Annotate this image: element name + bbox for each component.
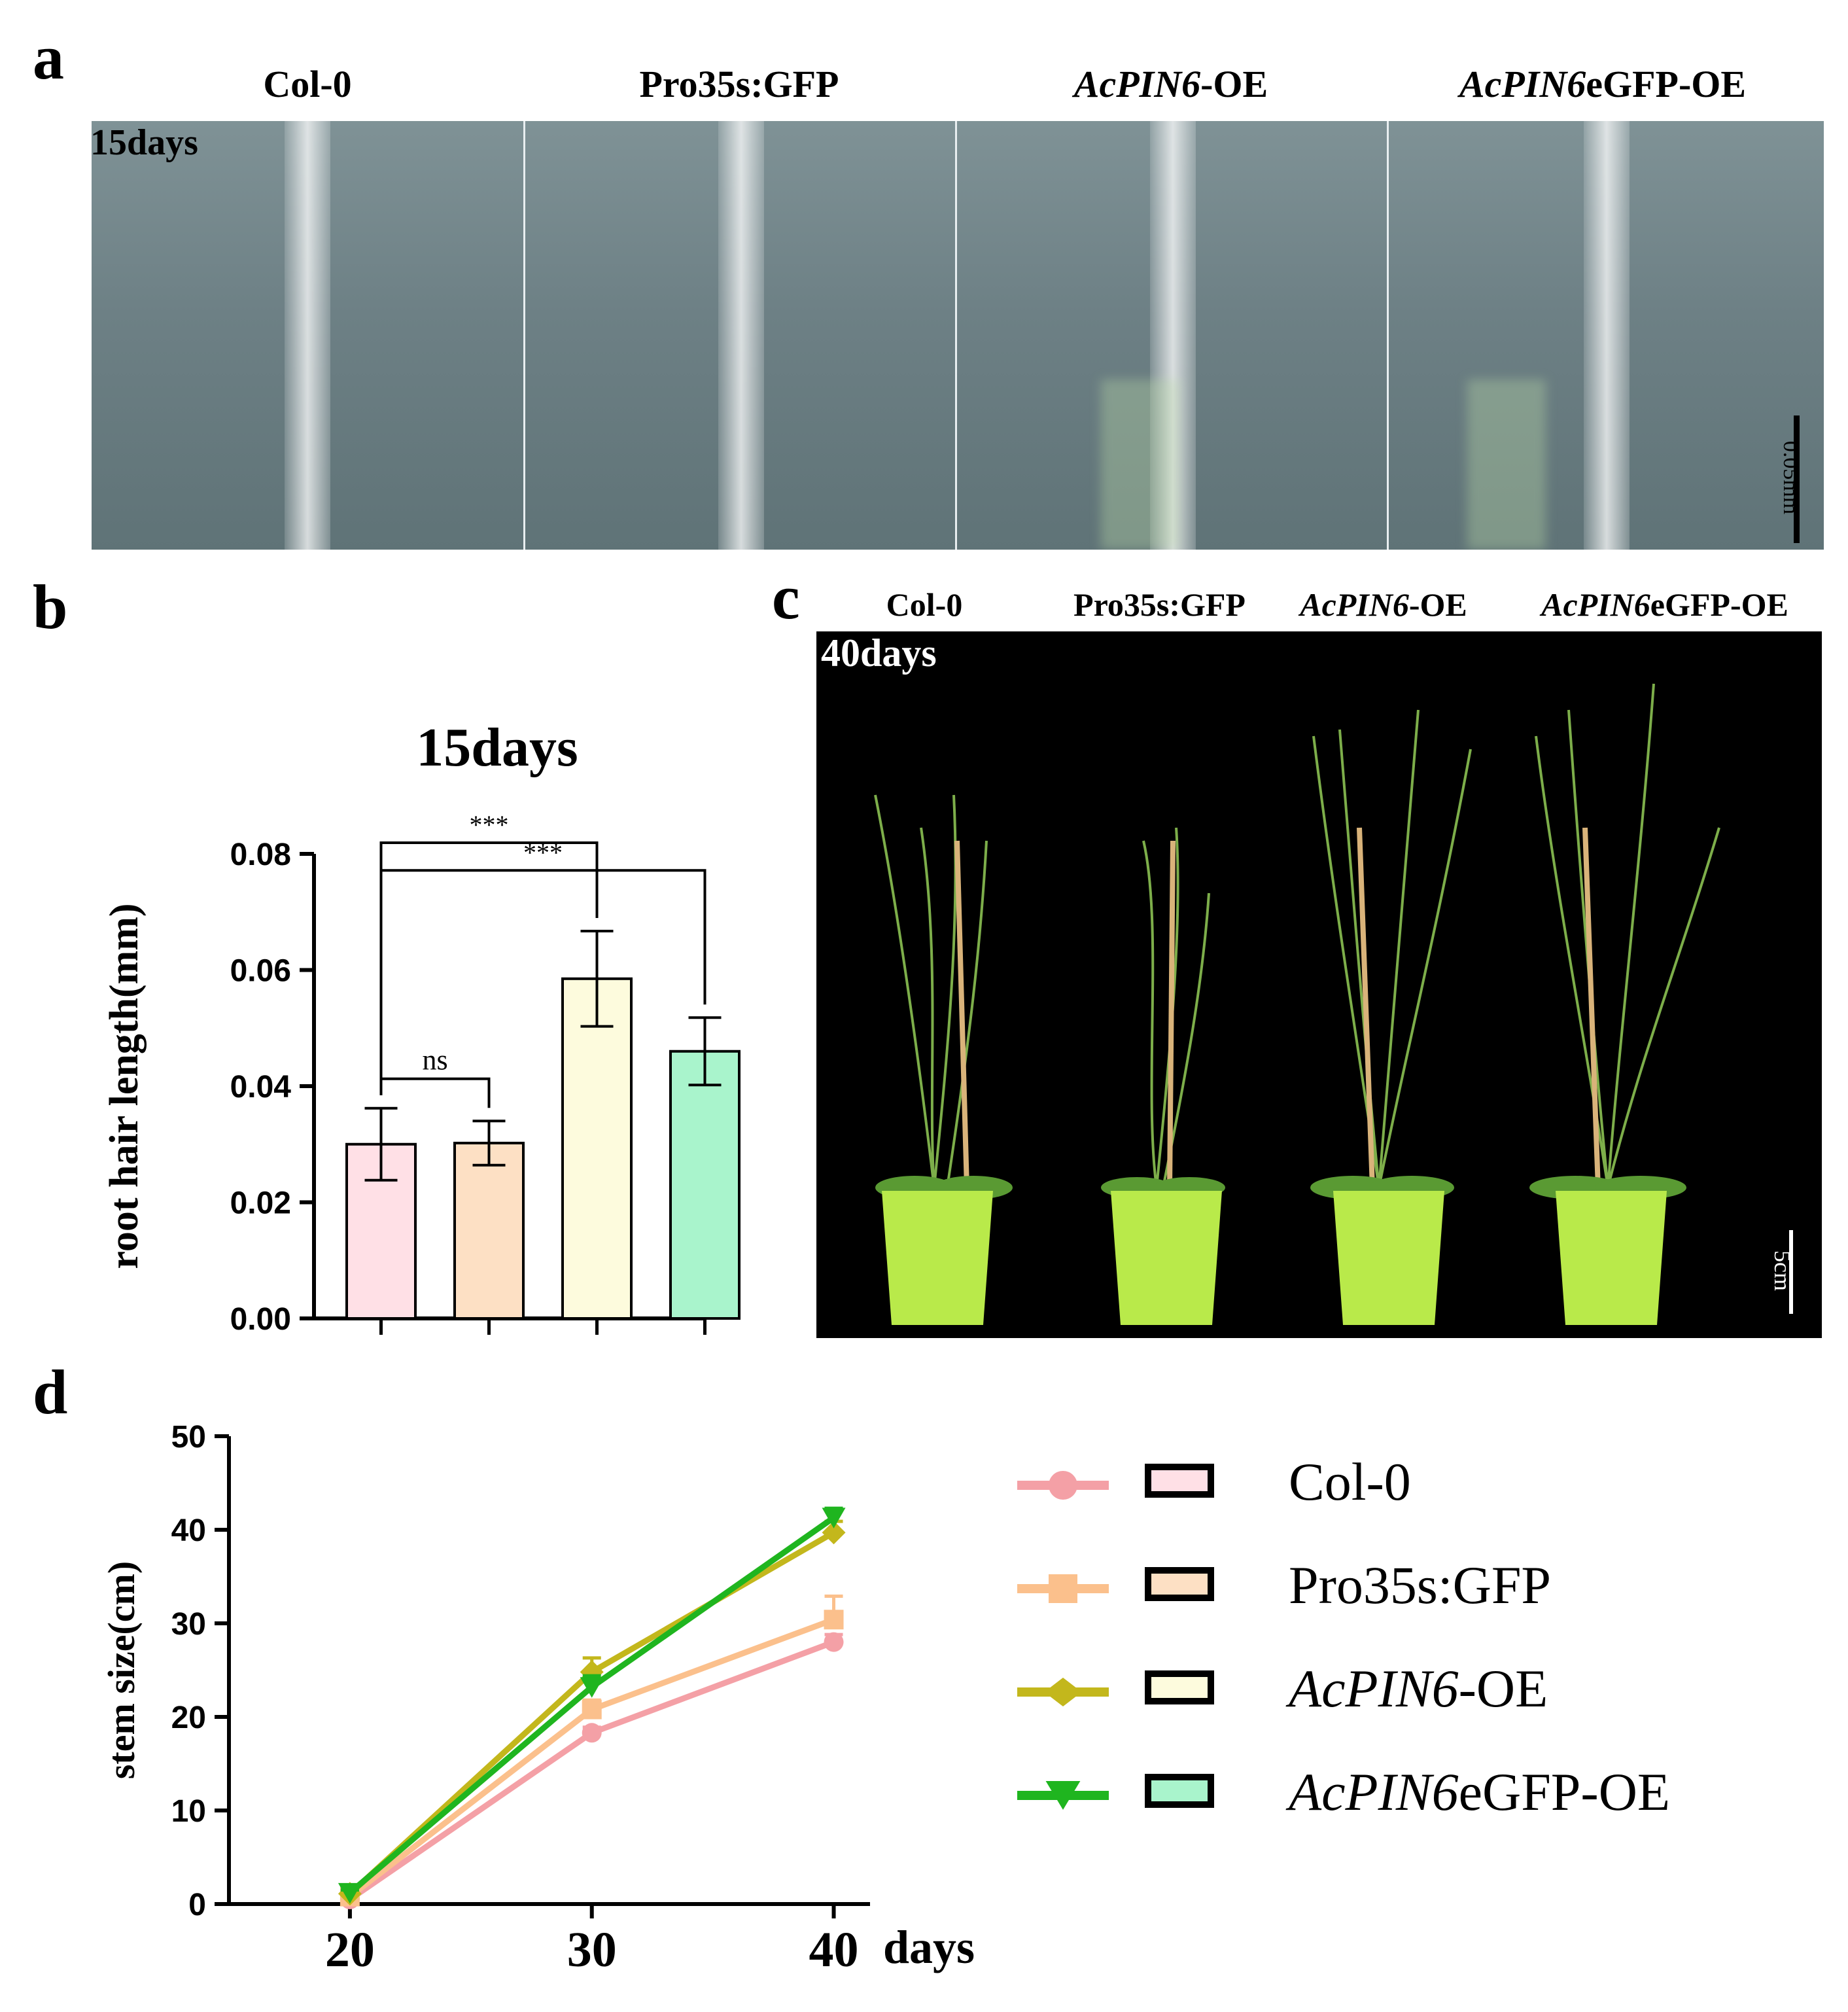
chart-b-y-tick-label: 0.04 — [230, 1070, 292, 1104]
chart-d-xlabel: days — [883, 1921, 975, 1973]
legend: Col-0 Pro35s:GFP AcPIN6-OE AcPIN6eGFP-OE — [1014, 1449, 1799, 1868]
significance-bracket — [379, 1077, 491, 1108]
chart-d-y-tick-label: 20 — [171, 1701, 206, 1735]
plant-col0 — [874, 794, 988, 1188]
panel-c-label-4: AcPIN6eGFP-OE — [1541, 586, 1788, 623]
legend-label: Col-0 — [1289, 1449, 1411, 1515]
legend-bar-swatch — [1145, 1774, 1214, 1808]
stem-size-line-chart: stem size(cm) days 0 10 20 30 40 50 20 30 40 — [100, 1420, 975, 1977]
legend-label-plain: eGFP-OE — [1458, 1762, 1671, 1822]
chart-d-y-tick-label: 30 — [171, 1607, 206, 1642]
chart-d-x-tick-label: 20 — [325, 1922, 375, 1977]
legend-item: AcPIN6-OE — [1014, 1656, 1799, 1728]
point-acpin6egfp-oe — [822, 1508, 846, 1528]
point-col-0 — [824, 1632, 844, 1652]
root-hair-bar-chart: 15days root hair length(mm) 0.00 0.02 0.04 0.… — [102, 717, 741, 1337]
panel-b-letter: b — [33, 572, 68, 642]
point-pro35s-gfp — [582, 1699, 602, 1720]
chart-d-x-tick-label: 30 — [567, 1922, 617, 1977]
panel-c-label-3: AcPIN6-OE — [1300, 586, 1467, 623]
legend-label-italic: AcPIN6 — [1289, 1762, 1459, 1822]
plant-illustration — [874, 683, 1720, 1325]
significance-label: *** — [470, 810, 509, 839]
chart-b-y-tick-label: 0.00 — [230, 1302, 291, 1337]
bar-acpin6-oe — [561, 977, 633, 1320]
legend-marker — [1045, 1781, 1081, 1810]
point-pro35s-gfp — [824, 1610, 844, 1630]
chart-b-y-tick-label: 0.02 — [230, 1186, 291, 1221]
significance-label: ns — [422, 1044, 447, 1076]
chart-b-title: 15days — [416, 717, 578, 778]
point-col-0 — [582, 1723, 602, 1743]
plant-photo — [816, 631, 1822, 1338]
plant-acpin6-oe — [1312, 709, 1472, 1188]
legend-label: Pro35s:GFP — [1289, 1553, 1551, 1618]
plant-pro35s-gfp — [1142, 827, 1210, 1188]
legend-label: AcPIN6-OE — [1289, 1656, 1548, 1721]
panel-c-letter: c — [772, 562, 800, 632]
series-acpin6egfp-oe — [338, 1506, 846, 1904]
point-acpin6egfp-oe — [580, 1677, 604, 1698]
legend-line-swatch — [1017, 1471, 1109, 1500]
bar-pro35s-gfp — [453, 1141, 525, 1320]
chart-d-ylabel: stem size(cm) — [100, 1561, 143, 1779]
series-pro35s-gfp — [340, 1595, 844, 1907]
legend-bar-swatch — [1145, 1567, 1214, 1601]
chart-d-y-tick-label: 50 — [171, 1420, 206, 1455]
legend-item: AcPIN6eGFP-OE — [1014, 1759, 1799, 1831]
chart-d-y-tick-label: 0 — [188, 1888, 206, 1922]
legend-label-italic: AcPIN6 — [1289, 1659, 1459, 1718]
root-hair-photo-acpin6-oe — [955, 121, 1389, 550]
root-hair-photo-col0 — [92, 121, 523, 550]
panel-a-days-tag: 15days — [90, 122, 198, 163]
legend-bar-swatch — [1145, 1464, 1214, 1498]
point-acpin6-oe — [822, 1521, 846, 1545]
panel-c-scale-label: 5cm — [1770, 1250, 1796, 1291]
chart-d-y-tick-label: 10 — [171, 1794, 206, 1829]
plant-pots — [882, 1191, 1667, 1325]
root-hair-photo-pro35s-gfp — [523, 121, 957, 550]
significance-bracket — [379, 869, 706, 1095]
legend-marker — [1049, 1574, 1077, 1603]
chart-b-ylabel: root hair length(mm) — [102, 903, 147, 1269]
plant-acpin6egfp-oe — [1535, 683, 1720, 1188]
panel-d-letter: d — [33, 1357, 68, 1427]
chart-b-y-tick-label: 0.08 — [230, 838, 291, 872]
root-hair-photo-acpin6egfp-oe — [1387, 121, 1824, 550]
panel-a-scale-label: 0.05mm — [1779, 440, 1803, 515]
point-acpin6egfp-oe — [338, 1882, 362, 1904]
legend-bar-swatch — [1145, 1670, 1214, 1704]
significance-label: *** — [523, 838, 563, 867]
legend-label-plain: Pro35s:GFP — [1289, 1555, 1552, 1615]
legend-marker — [1049, 1471, 1077, 1500]
panel-a-label-1: Col-0 — [263, 63, 352, 105]
legend-line-swatch — [1017, 1678, 1109, 1706]
panel-c-scale-bar — [1789, 1230, 1793, 1314]
chart-d-x-tick-label: 40 — [809, 1922, 859, 1977]
legend-label-plain: Col-0 — [1289, 1452, 1411, 1511]
legend-item: Col-0 — [1014, 1449, 1799, 1521]
panel-c-label-1: Col-0 — [886, 586, 963, 623]
panel-a-letter: a — [33, 22, 64, 92]
legend-line-swatch — [1017, 1781, 1109, 1810]
legend-label-plain: -OE — [1458, 1659, 1548, 1718]
legend-line-swatch — [1017, 1574, 1109, 1603]
panel-a-scale-bar — [1794, 415, 1800, 543]
legend-item: Pro35s:GFP — [1014, 1553, 1799, 1625]
panel-c-label-2: Pro35s:GFP — [1073, 586, 1246, 623]
chart-b-y-tick-label: 0.06 — [230, 954, 291, 989]
legend-label: AcPIN6eGFP-OE — [1289, 1759, 1670, 1825]
panel-a-label-2: Pro35s:GFP — [639, 63, 839, 105]
bar-acpin6egfp-oe — [669, 1050, 741, 1320]
chart-d-y-tick-label: 40 — [171, 1513, 206, 1548]
panel-c-days-tag: 40days — [821, 631, 937, 675]
legend-marker — [1044, 1678, 1082, 1706]
panel-a-label-3: AcPIN6-OE — [1073, 63, 1268, 105]
panel-a-label-4: AcPIN6eGFP-OE — [1459, 63, 1747, 105]
